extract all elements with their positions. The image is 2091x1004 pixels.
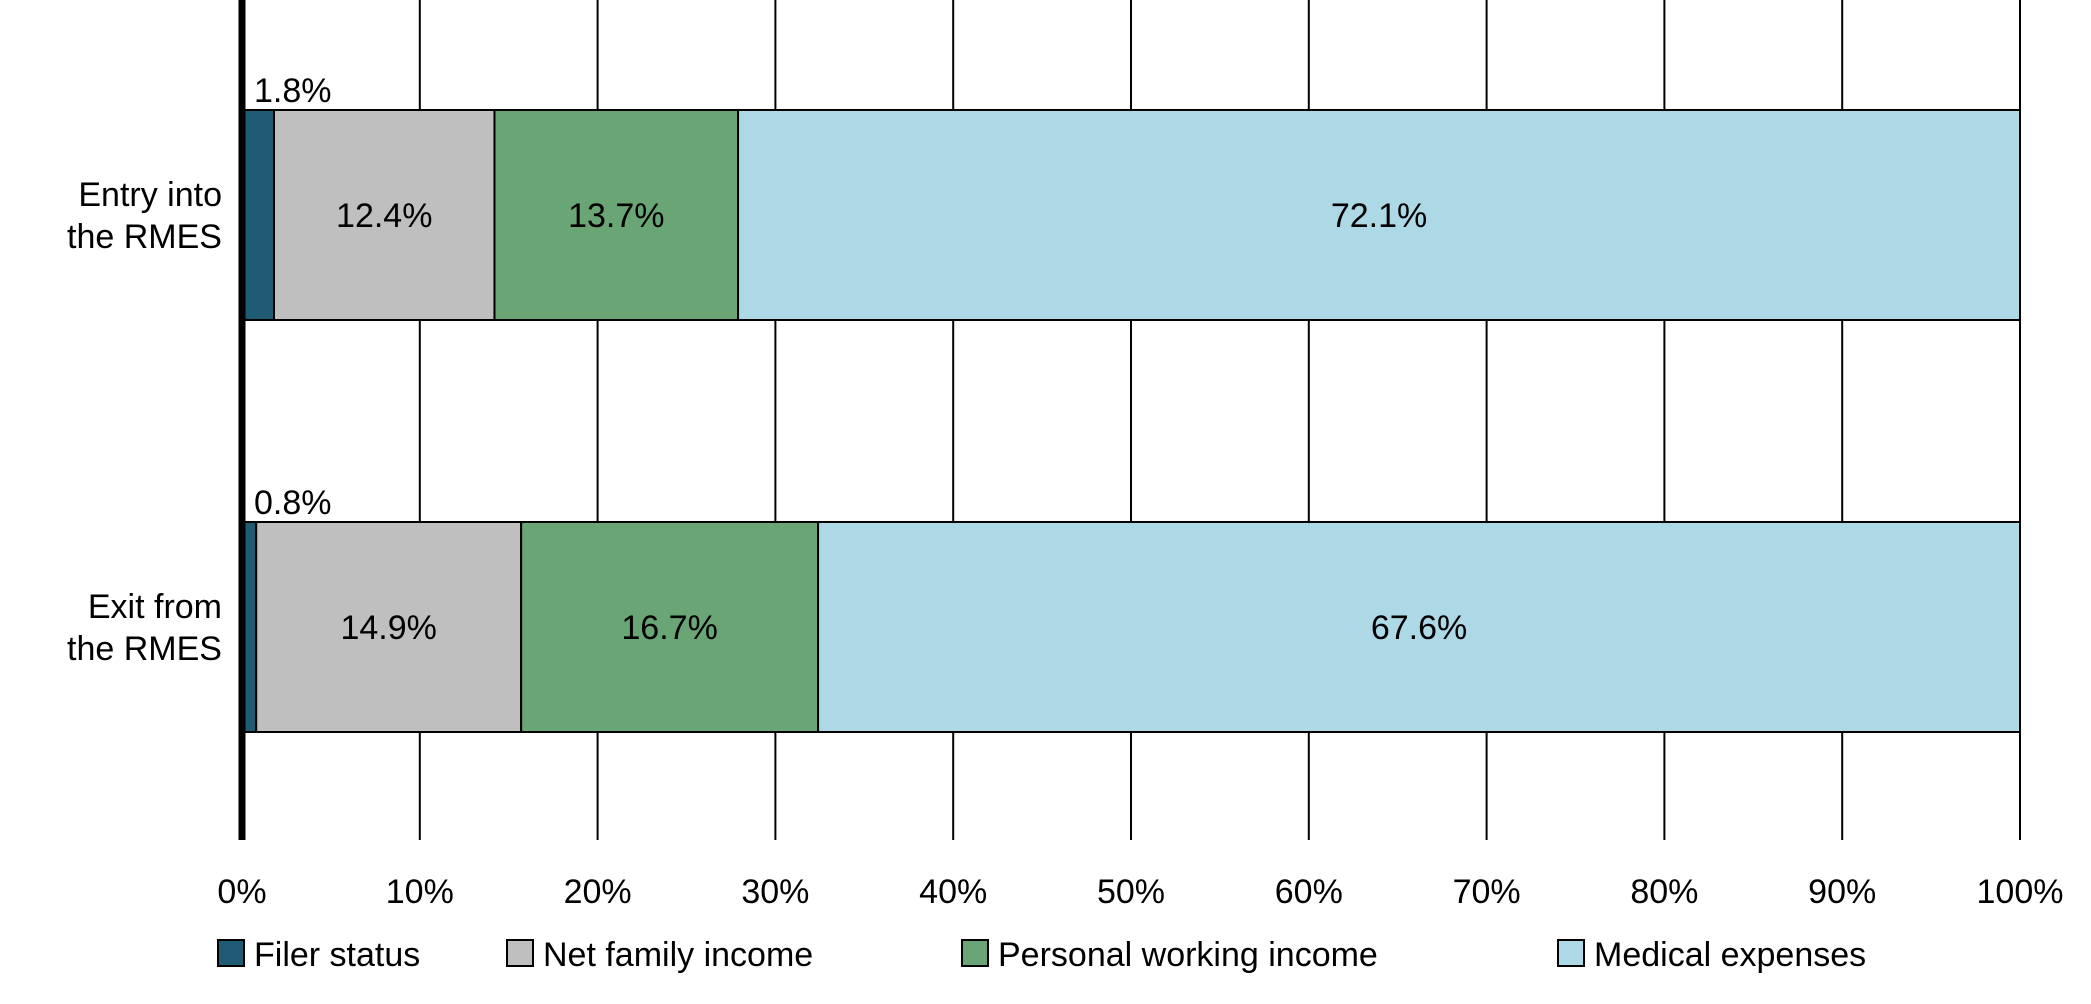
x-tick-label-80: 80% [1630, 873, 1698, 911]
data-label-1-1: 14.9% [340, 609, 436, 647]
x-tick-label-30: 30% [741, 873, 809, 911]
data-label-1-3: 67.6% [1371, 609, 1467, 647]
data-label-0-3: 72.1% [1331, 197, 1427, 235]
x-tick-label-40: 40% [919, 873, 987, 911]
x-tick-label-20: 20% [564, 873, 632, 911]
legend-swatch-1 [506, 939, 534, 967]
category-label-0-0: Entry into [78, 176, 222, 214]
legend-label-1: Net family income [543, 936, 813, 974]
bar-segment-1-3 [817, 521, 2021, 733]
bar-segment-0-0 [241, 109, 276, 321]
legend-label-0: Filer status [254, 936, 420, 974]
legend-label-3: Medical expenses [1594, 936, 1866, 974]
data-label-0-2: 13.7% [568, 197, 664, 235]
bar-segment-0-2 [493, 109, 740, 321]
x-tick-label-10: 10% [386, 873, 454, 911]
bars [241, 109, 2021, 733]
data-label-1-0: 0.8% [254, 484, 332, 522]
x-tick-label-100: 100% [1977, 873, 2064, 911]
x-tick-labels: 0% 10% 20% 30% 40% 50% 60% 70% 80% 90% 100% [217, 873, 2063, 911]
bar-segment-0-3 [737, 109, 2021, 321]
category-label-1-0: Exit from [88, 588, 222, 626]
legend-swatch-0 [217, 939, 245, 967]
data-label-1-2: 16.7% [621, 609, 717, 647]
bar-segment-1-1 [255, 521, 523, 733]
data-labels: 1.8% 12.4% 13.7% 72.1% 0.8% 14.9% 16.7% 67.6% [254, 72, 1467, 647]
data-label-0-1: 12.4% [336, 197, 432, 235]
x-tick-label-60: 60% [1275, 873, 1343, 911]
legend-swatch-2 [961, 939, 989, 967]
category-label-0-1: the RMES [67, 218, 222, 256]
x-tick-label-0: 0% [217, 873, 266, 911]
data-label-0-0: 1.8% [254, 72, 332, 110]
legend: Filer status Net family income Personal wo… [217, 936, 1866, 974]
x-tick-label-90: 90% [1808, 873, 1876, 911]
category-label-1-1: the RMES [67, 630, 222, 668]
x-tick-label-70: 70% [1453, 873, 1521, 911]
x-tick-label-50: 50% [1097, 873, 1165, 911]
bar-segment-1-2 [520, 521, 820, 733]
legend-swatch-3 [1557, 939, 1585, 967]
bar-segment-0-1 [273, 109, 496, 321]
category-labels: Entry into the RMES Exit from the RMES [67, 176, 222, 668]
legend-label-2: Personal working income [998, 936, 1378, 974]
